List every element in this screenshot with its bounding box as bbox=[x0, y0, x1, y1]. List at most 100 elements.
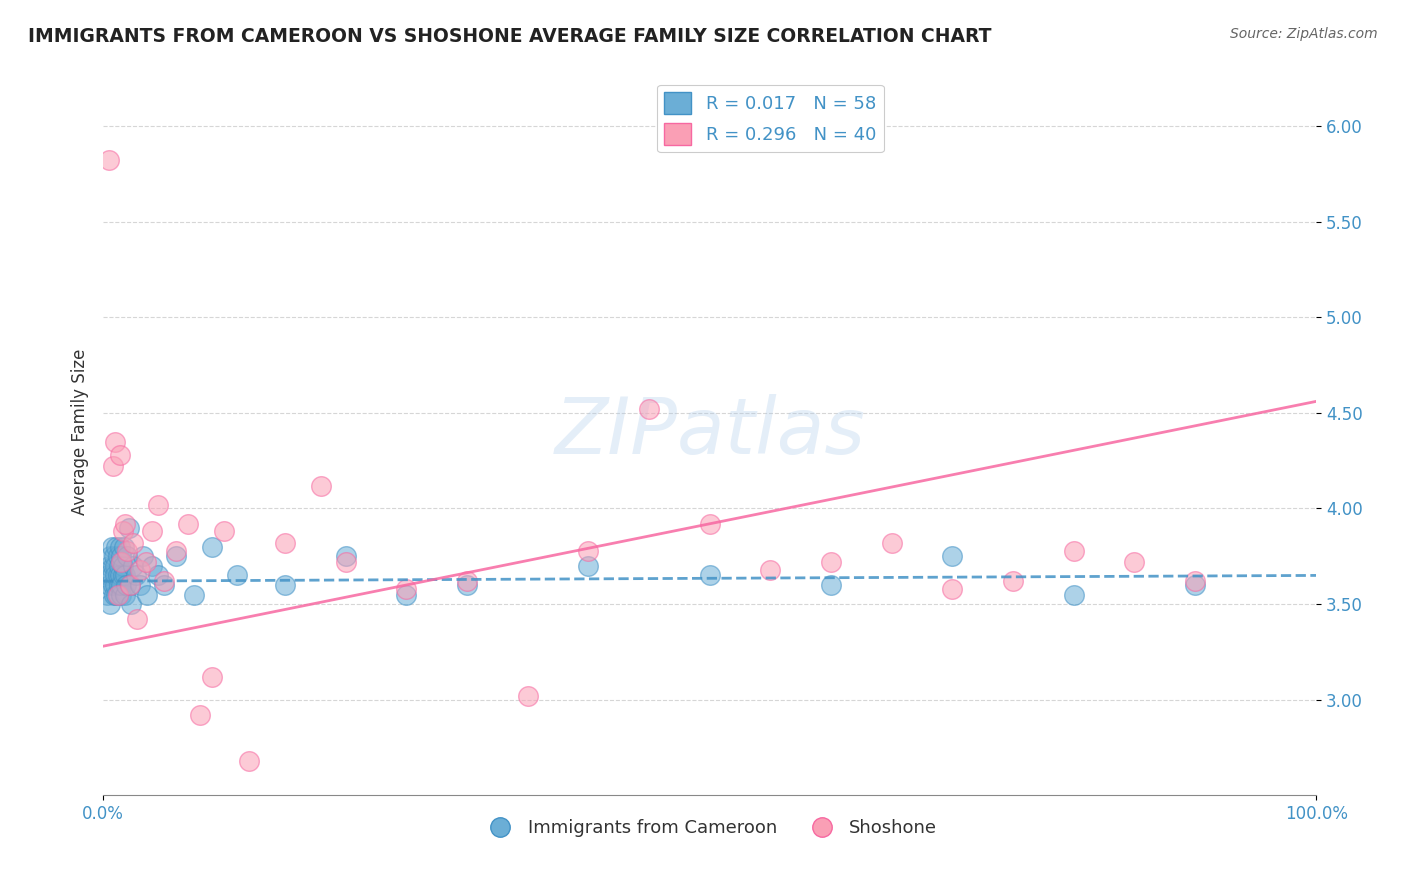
Point bbox=[108, 540, 131, 554]
Point bbox=[699, 516, 721, 531]
Point bbox=[101, 578, 124, 592]
Point bbox=[699, 568, 721, 582]
Point bbox=[110, 588, 132, 602]
Point bbox=[100, 549, 122, 564]
Point bbox=[118, 578, 141, 592]
Point bbox=[117, 543, 139, 558]
Point bbox=[122, 558, 145, 573]
Point bbox=[127, 612, 149, 626]
Point bbox=[576, 543, 599, 558]
Point bbox=[103, 549, 125, 564]
Point bbox=[238, 754, 260, 768]
Point bbox=[146, 498, 169, 512]
Point bbox=[111, 558, 134, 573]
Text: Source: ZipAtlas.com: Source: ZipAtlas.com bbox=[1230, 27, 1378, 41]
Point bbox=[516, 689, 538, 703]
Point bbox=[141, 558, 163, 573]
Point bbox=[225, 568, 247, 582]
Point bbox=[111, 524, 134, 539]
Point bbox=[1184, 574, 1206, 589]
Point bbox=[110, 578, 132, 592]
Point bbox=[115, 578, 138, 592]
Point bbox=[880, 536, 903, 550]
Point bbox=[103, 588, 125, 602]
Point bbox=[1184, 578, 1206, 592]
Point bbox=[141, 524, 163, 539]
Point bbox=[98, 558, 121, 573]
Point bbox=[456, 578, 478, 592]
Point bbox=[114, 588, 136, 602]
Point bbox=[165, 549, 187, 564]
Point bbox=[107, 568, 129, 582]
Point bbox=[183, 588, 205, 602]
Point bbox=[335, 555, 357, 569]
Point bbox=[759, 563, 782, 577]
Point bbox=[335, 549, 357, 564]
Point bbox=[395, 588, 418, 602]
Point bbox=[152, 578, 174, 592]
Point bbox=[1123, 555, 1146, 569]
Point bbox=[104, 568, 127, 582]
Point bbox=[152, 574, 174, 589]
Point bbox=[1063, 543, 1085, 558]
Point bbox=[395, 582, 418, 596]
Point bbox=[820, 555, 842, 569]
Point bbox=[110, 549, 132, 564]
Point bbox=[456, 574, 478, 589]
Point bbox=[128, 563, 150, 577]
Point bbox=[146, 568, 169, 582]
Point bbox=[214, 524, 236, 539]
Legend: Immigrants from Cameroon, Shoshone: Immigrants from Cameroon, Shoshone bbox=[475, 812, 945, 845]
Point bbox=[117, 520, 139, 534]
Point bbox=[104, 434, 127, 449]
Point bbox=[110, 555, 132, 569]
Point bbox=[820, 578, 842, 592]
Point bbox=[201, 540, 224, 554]
Point bbox=[112, 540, 135, 554]
Point bbox=[97, 568, 120, 582]
Point bbox=[638, 402, 661, 417]
Point bbox=[125, 568, 148, 582]
Point bbox=[177, 516, 200, 531]
Point bbox=[104, 558, 127, 573]
Point bbox=[100, 597, 122, 611]
Point bbox=[96, 588, 118, 602]
Point bbox=[101, 558, 124, 573]
Point bbox=[107, 549, 129, 564]
Point bbox=[107, 588, 129, 602]
Point bbox=[122, 536, 145, 550]
Point bbox=[1001, 574, 1024, 589]
Point bbox=[132, 549, 155, 564]
Point bbox=[108, 448, 131, 462]
Point bbox=[114, 568, 136, 582]
Point bbox=[111, 568, 134, 582]
Point bbox=[1063, 588, 1085, 602]
Y-axis label: Average Family Size: Average Family Size bbox=[72, 349, 89, 516]
Point bbox=[941, 582, 963, 596]
Text: IMMIGRANTS FROM CAMEROON VS SHOSHONE AVERAGE FAMILY SIZE CORRELATION CHART: IMMIGRANTS FROM CAMEROON VS SHOSHONE AVE… bbox=[28, 27, 991, 45]
Point bbox=[108, 578, 131, 592]
Point bbox=[120, 597, 142, 611]
Point bbox=[104, 578, 127, 592]
Point bbox=[117, 549, 139, 564]
Point bbox=[311, 478, 333, 492]
Point bbox=[201, 670, 224, 684]
Point bbox=[105, 540, 128, 554]
Point bbox=[274, 536, 297, 550]
Point bbox=[576, 558, 599, 573]
Point bbox=[274, 578, 297, 592]
Point bbox=[128, 578, 150, 592]
Point bbox=[98, 578, 121, 592]
Point bbox=[114, 516, 136, 531]
Point bbox=[100, 568, 122, 582]
Point bbox=[108, 568, 131, 582]
Point bbox=[105, 588, 128, 602]
Point bbox=[108, 558, 131, 573]
Point bbox=[188, 708, 211, 723]
Point bbox=[101, 459, 124, 474]
Point bbox=[165, 543, 187, 558]
Point bbox=[135, 555, 157, 569]
Text: ZIPatlas: ZIPatlas bbox=[554, 394, 865, 470]
Point bbox=[100, 540, 122, 554]
Point bbox=[135, 588, 157, 602]
